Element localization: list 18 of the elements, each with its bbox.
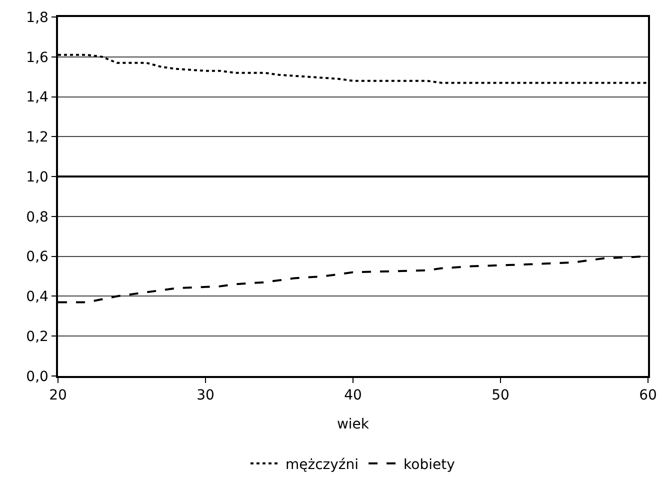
x-axis-title: wiek	[336, 416, 370, 432]
x-tick-label: 20	[49, 388, 67, 404]
legend-label: mężczyźni	[286, 456, 359, 473]
y-tick-label: 1,2	[26, 130, 48, 146]
y-tick-label: 1,4	[26, 90, 49, 106]
y-tick-label: 0,4	[26, 289, 49, 306]
x-tick-label: 40	[344, 388, 362, 404]
y-tick-label: 1,0	[26, 169, 48, 186]
x-tick-label: 30	[196, 388, 214, 404]
y-tick-label: 0,8	[26, 209, 48, 226]
x-tick-label: 60	[639, 388, 657, 404]
y-tick-label: 0,6	[26, 249, 49, 266]
legend-label: kobiety	[404, 456, 455, 473]
y-tick-label: 0,0	[26, 368, 48, 385]
y-tick-label: 1,6	[26, 50, 49, 66]
y-tick-label: 0,2	[26, 329, 48, 346]
y-tick-label: 1,8	[26, 10, 48, 26]
x-tick-label: 50	[492, 388, 510, 404]
